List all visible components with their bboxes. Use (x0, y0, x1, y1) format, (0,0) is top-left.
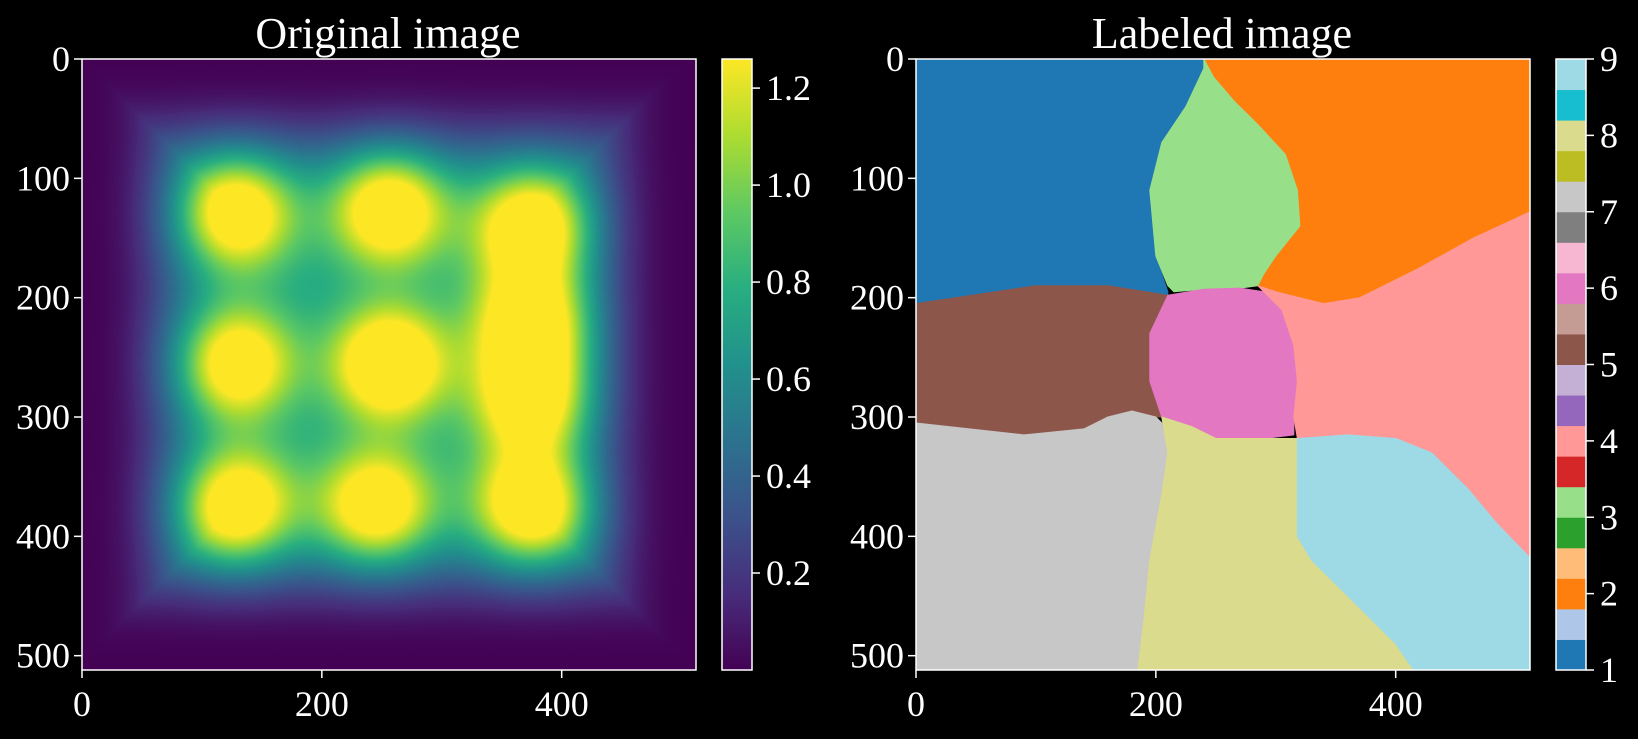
colorbar-block (1556, 272, 1586, 304)
y-tick-label: 400 (850, 516, 904, 556)
colorbar-block (1556, 242, 1586, 274)
label-regions (915, 58, 1531, 671)
x-tick-label: 0 (73, 684, 91, 724)
y-tick-label: 0 (886, 39, 904, 79)
colorbar-block (1556, 211, 1586, 243)
colorbar-ticks: 1 2 3 4 5 6 7 8 9 (1586, 39, 1618, 690)
colorbar-block (1556, 547, 1586, 579)
colorbar-tick-label: 1.2 (766, 68, 811, 108)
plot-frame (915, 58, 1531, 671)
label-region-6 (1149, 287, 1298, 439)
colorbar-block (1556, 608, 1586, 640)
colorbar-block (1556, 639, 1586, 671)
x-tick-label: 400 (535, 684, 589, 724)
colorbar-tick-label: 5 (1600, 345, 1618, 385)
colorbar-tick-label: 3 (1600, 497, 1618, 537)
label-region-7 (915, 410, 1169, 671)
colorbar-block (1556, 578, 1586, 610)
colorbar-tick-label: 7 (1600, 192, 1618, 232)
x-axis-ticks: 0 200 400 (73, 670, 589, 724)
colorbar-block (1556, 333, 1586, 365)
x-axis-ticks: 0 200 400 (907, 670, 1423, 724)
colorbar-tick-label: 8 (1600, 115, 1618, 155)
colorbar-block (1556, 59, 1586, 91)
x-tick-label: 400 (1369, 684, 1423, 724)
x-tick-label: 0 (907, 684, 925, 724)
colorbar-block (1556, 456, 1586, 488)
plot-frame (81, 58, 697, 671)
colorbar-tick-label: 0.4 (766, 456, 811, 496)
x-tick-label: 200 (295, 684, 349, 724)
heatmap-image (82, 59, 696, 670)
colorbar-gradient (722, 59, 752, 670)
y-tick-label: 200 (16, 278, 70, 318)
labeled-image-panel: Labeled image 0 100 200 300 400 500 0 200 400 1… (850, 9, 1618, 724)
colorbar-tick-label: 1.0 (766, 165, 811, 205)
colorbar-tick-label: 0.8 (766, 262, 811, 302)
label-region-3 (1149, 58, 1301, 293)
y-axis-ticks: 0 100 200 300 400 500 (850, 39, 916, 676)
y-tick-label: 100 (16, 158, 70, 198)
y-tick-label: 100 (850, 158, 904, 198)
colorbar-block (1556, 303, 1586, 335)
y-tick-label: 300 (850, 397, 904, 437)
colorbar-tick-label: 1 (1600, 650, 1618, 690)
y-tick-label: 300 (16, 397, 70, 437)
colorbar-tick-label: 4 (1600, 421, 1618, 461)
colorbar-frame (721, 58, 753, 671)
y-tick-label: 500 (850, 636, 904, 676)
y-tick-label: 200 (850, 278, 904, 318)
colorbar-tick-label: 9 (1600, 39, 1618, 79)
colorbar-block (1556, 181, 1586, 213)
y-axis-ticks: 0 100 200 300 400 500 (16, 39, 82, 676)
colorbar-blocks (1556, 59, 1586, 671)
colorbar-block (1556, 150, 1586, 182)
colorbar-block (1556, 364, 1586, 396)
colorbar-block (1556, 89, 1586, 121)
colorbar-tick-label: 6 (1600, 268, 1618, 308)
colorbar-ticks: 0.2 0.4 0.6 0.8 1.0 1.2 (752, 68, 811, 593)
colorbar-tick-label: 0.2 (766, 553, 811, 593)
colorbar-block (1556, 395, 1586, 427)
y-tick-label: 0 (52, 39, 70, 79)
colorbar-tick-label: 0.6 (766, 359, 811, 399)
y-tick-label: 400 (16, 516, 70, 556)
y-tick-label: 500 (16, 636, 70, 676)
chart-title: Labeled image (1092, 9, 1352, 58)
x-tick-label: 200 (1129, 684, 1183, 724)
colorbar-block (1556, 120, 1586, 152)
colorbar-tick-label: 2 (1600, 574, 1618, 614)
colorbar-block (1556, 517, 1586, 549)
colorbar-block (1556, 486, 1586, 518)
chart-title: Original image (255, 9, 520, 58)
colorbar-block (1556, 425, 1586, 457)
